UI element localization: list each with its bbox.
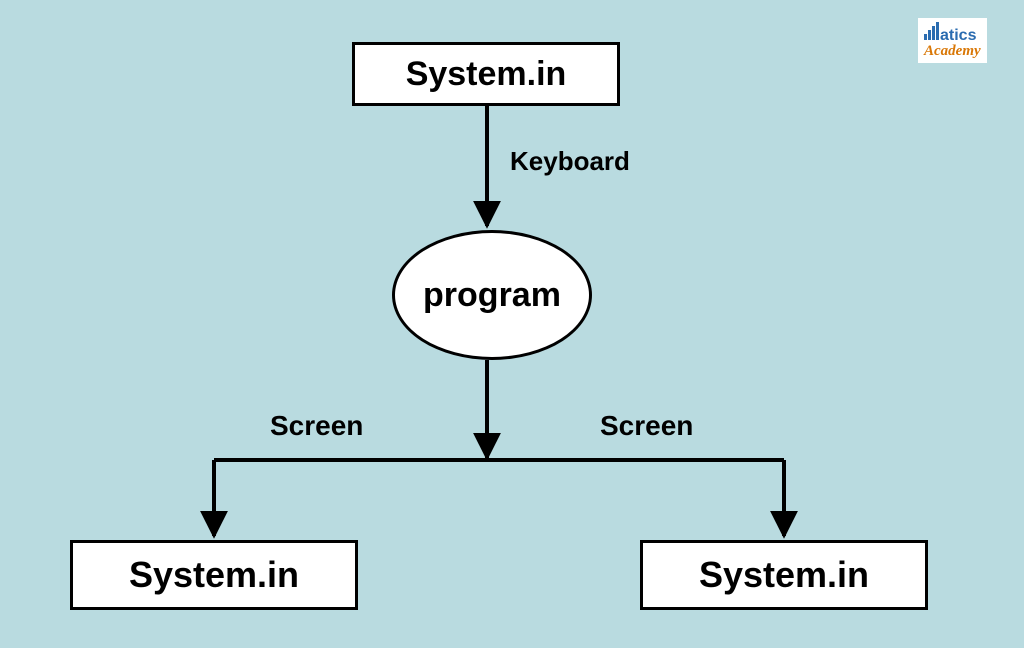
node-program: program (392, 230, 592, 360)
node-bottom-left-label: System.in (129, 554, 299, 596)
bar-chart-icon (924, 22, 940, 44)
node-program-label: program (423, 276, 561, 315)
node-top-label: System.in (406, 55, 567, 94)
node-top-system-in: System.in (352, 42, 620, 106)
logo-text-top: atics (940, 27, 976, 44)
node-bottom-right-label: System.in (699, 554, 869, 596)
edge-label-screen-left: Screen (270, 410, 363, 442)
logo-text-bottom: Academy (924, 44, 981, 59)
diagram-canvas: System.in program System.in System.in Ke… (0, 0, 1024, 648)
node-bottom-right-system-in: System.in (640, 540, 928, 610)
edge-label-screen-right: Screen (600, 410, 693, 442)
node-bottom-left-system-in: System.in (70, 540, 358, 610)
logo-matics-academy: atics Academy (918, 18, 987, 63)
edge-label-keyboard: Keyboard (510, 146, 630, 177)
